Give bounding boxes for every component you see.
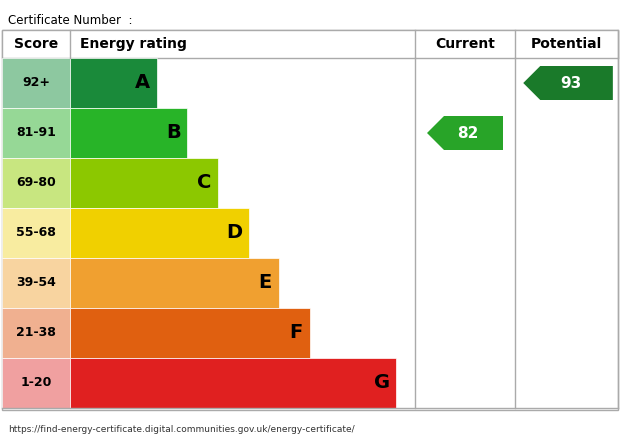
Text: 82: 82	[457, 125, 478, 140]
Bar	[70, 58, 157, 108]
Bar	[70, 358, 396, 408]
Text: C: C	[197, 173, 211, 192]
Bar	[2, 358, 70, 408]
Bar	[2, 308, 70, 358]
Text: Potential: Potential	[531, 37, 602, 51]
Text: Current: Current	[435, 37, 495, 51]
Text: Certificate Number  :: Certificate Number :	[8, 14, 133, 27]
Text: B: B	[166, 124, 180, 143]
Bar	[2, 158, 70, 208]
Text: 1-20: 1-20	[20, 377, 51, 389]
Bar	[2, 108, 70, 158]
Text: D: D	[226, 224, 242, 242]
Polygon shape	[427, 116, 503, 150]
Text: F: F	[289, 323, 303, 342]
Bar	[70, 308, 310, 358]
Text: 92+: 92+	[22, 77, 50, 89]
Bar	[70, 108, 187, 158]
Text: E: E	[259, 274, 272, 293]
Text: G: G	[374, 374, 391, 392]
Bar	[2, 30, 618, 410]
Text: 69-80: 69-80	[16, 176, 56, 190]
Bar	[2, 208, 70, 258]
Text: 81-91: 81-91	[16, 126, 56, 139]
Text: 39-54: 39-54	[16, 276, 56, 290]
Text: 21-38: 21-38	[16, 326, 56, 340]
Bar	[70, 208, 249, 258]
Bar	[70, 258, 279, 308]
Text: 93: 93	[560, 76, 581, 91]
Bar	[2, 58, 70, 108]
Text: Score: Score	[14, 37, 58, 51]
Polygon shape	[523, 66, 613, 100]
Bar	[70, 158, 218, 208]
Bar	[2, 258, 70, 308]
Text: 55-68: 55-68	[16, 227, 56, 239]
Text: https://find-energy-certificate.digital.communities.gov.uk/energy-certificate/: https://find-energy-certificate.digital.…	[8, 425, 355, 434]
Bar	[2, 30, 618, 58]
Text: A: A	[135, 73, 150, 92]
Text: Energy rating: Energy rating	[80, 37, 187, 51]
